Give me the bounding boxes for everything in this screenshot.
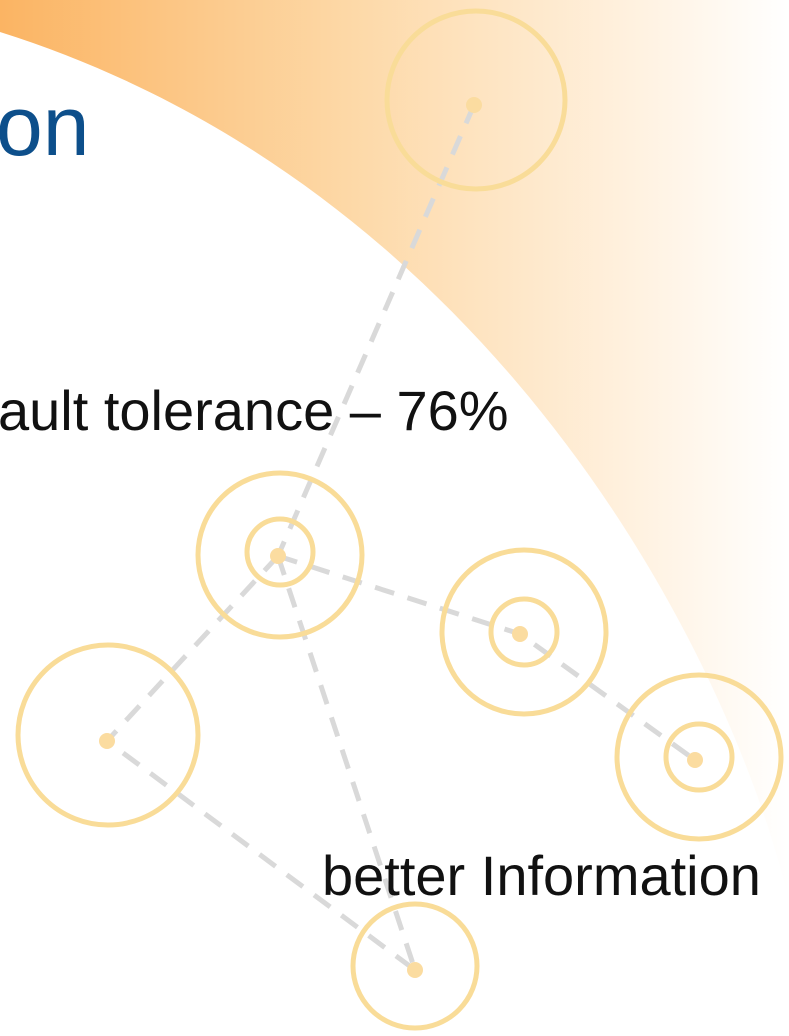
bullet-text: better Information bbox=[322, 844, 761, 907]
bullet-text: ault tolerance – 76% bbox=[0, 379, 509, 442]
node-rings bbox=[15, 8, 784, 1031]
slide-title: on bbox=[0, 79, 89, 173]
node-dots bbox=[99, 97, 703, 978]
background-swoosh bbox=[0, 0, 789, 900]
